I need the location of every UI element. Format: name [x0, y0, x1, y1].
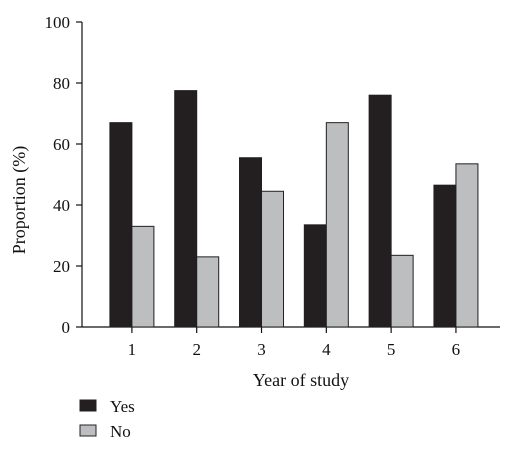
y-axis-title: Proportion (%) [9, 146, 30, 254]
x-axis: 1 2 3 4 5 6 [82, 326, 500, 359]
bar-no-4 [325, 122, 349, 328]
y-axis: 0 20 40 60 80 100 [45, 13, 83, 337]
y-tick-label: 0 [62, 318, 71, 337]
y-tick-label: 80 [53, 74, 70, 93]
legend-swatch-no [79, 424, 97, 437]
legend-swatch-yes [79, 399, 97, 412]
bar-yes-5 [368, 94, 392, 328]
bar-yes-2 [174, 90, 198, 328]
x-tick-label: 5 [387, 340, 396, 359]
x-axis-title: Year of study [253, 370, 349, 390]
x-tick-label: 6 [452, 340, 461, 359]
y-tick-label: 100 [45, 13, 71, 32]
bar-no-2 [196, 256, 220, 328]
legend-label-yes: Yes [110, 397, 135, 416]
bar-no-6 [455, 163, 479, 328]
bar-yes-4 [303, 224, 327, 328]
y-tick-label: 60 [53, 135, 70, 154]
x-tick-label: 3 [257, 340, 266, 359]
bar-no-5 [390, 254, 414, 328]
bars [109, 90, 479, 328]
bar-yes-6 [433, 184, 457, 328]
x-tick-label: 4 [322, 340, 331, 359]
bar-yes-1 [109, 122, 133, 328]
y-tick-label: 20 [53, 257, 70, 276]
y-tick-label: 40 [53, 196, 70, 215]
x-tick-label: 2 [192, 340, 201, 359]
x-tick-label: 1 [128, 340, 137, 359]
bar-yes-3 [239, 157, 263, 328]
legend: Yes No [79, 397, 135, 441]
bar-no-3 [261, 190, 285, 328]
bar-no-1 [131, 225, 155, 328]
legend-label-no: No [110, 422, 131, 441]
